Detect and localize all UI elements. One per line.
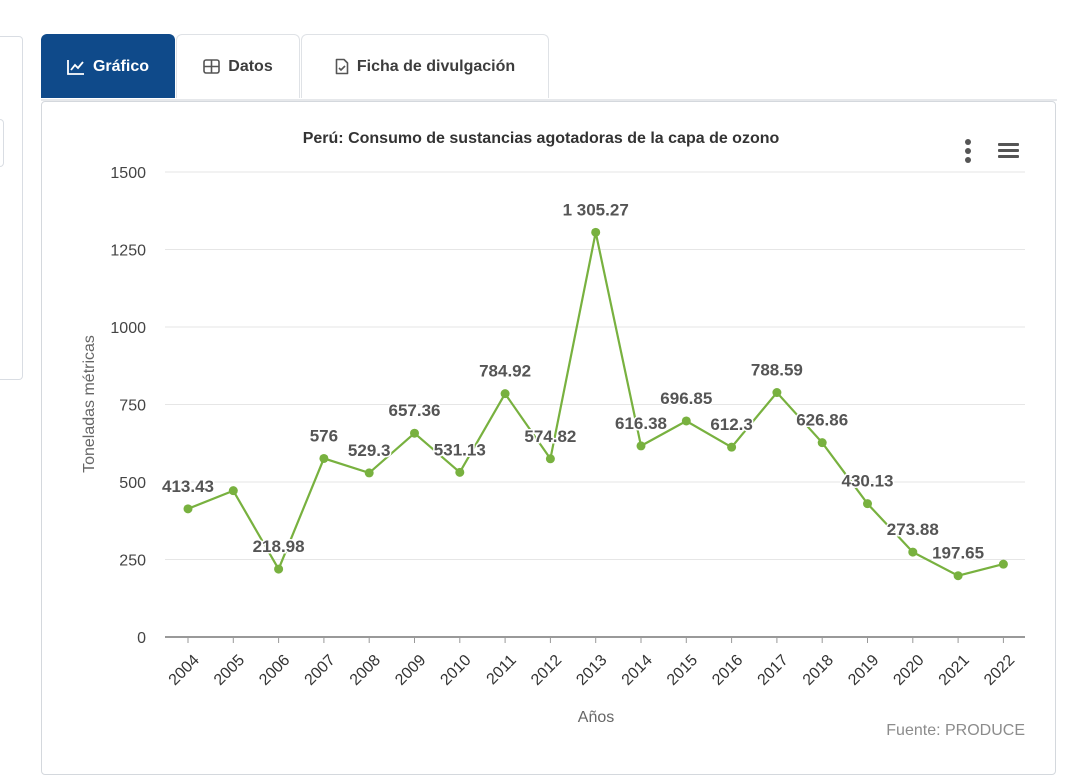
- data-label: 1 305.27: [563, 200, 629, 219]
- data-point[interactable]: [591, 227, 601, 237]
- x-tick-label: 2010: [437, 652, 474, 689]
- x-tick-label: 2017: [755, 652, 792, 689]
- data-point[interactable]: [410, 428, 419, 438]
- data-point[interactable]: [863, 499, 872, 509]
- tab-datos[interactable]: Datos: [176, 34, 300, 98]
- data-point[interactable]: [274, 564, 284, 574]
- data-point[interactable]: [545, 454, 555, 464]
- vertical-dots-icon[interactable]: [958, 138, 978, 164]
- x-tick-label: 2011: [484, 652, 520, 688]
- tab-ficha-label: Ficha de divulgación: [356, 57, 516, 75]
- data-label: 657.36: [389, 401, 441, 420]
- data-label: 197.65: [932, 544, 984, 563]
- data-label: 626.86: [796, 411, 848, 430]
- data-point[interactable]: [908, 547, 918, 557]
- data-point[interactable]: [953, 571, 963, 581]
- y-tick-label: 500: [119, 475, 146, 492]
- data-label: 616.38: [615, 414, 667, 433]
- data-label: 784.92: [479, 362, 531, 381]
- data-label: 612.3: [710, 415, 753, 434]
- data-point[interactable]: [636, 441, 646, 451]
- x-tick-label: 2022: [981, 652, 1018, 689]
- x-tick-label: 2015: [664, 652, 701, 689]
- data-point[interactable]: [364, 468, 374, 478]
- x-tick-label: 2018: [800, 652, 837, 689]
- data-point[interactable]: [500, 389, 510, 399]
- data-label: 430.13: [842, 472, 894, 491]
- chart-card: [41, 101, 1056, 775]
- x-tick-label: 2007: [302, 652, 339, 689]
- data-label: 531.13: [434, 440, 486, 459]
- x-tick-label: 2009: [392, 652, 429, 689]
- table-icon: [203, 59, 221, 74]
- tab-datos-label: Datos: [228, 57, 273, 75]
- data-point[interactable]: [681, 416, 691, 426]
- data-point[interactable]: [455, 467, 465, 477]
- data-point[interactable]: [772, 388, 782, 398]
- data-point[interactable]: [727, 442, 737, 452]
- y-tick-label: 0: [137, 630, 146, 647]
- data-point[interactable]: [319, 453, 329, 463]
- data-label: 529.3: [348, 441, 391, 460]
- line-chart-icon: [67, 59, 85, 75]
- tabs-divider: [41, 99, 1057, 101]
- x-tick-label: 2019: [845, 652, 882, 689]
- hamburger-menu-icon[interactable]: [996, 140, 1022, 160]
- side-panel: [0, 36, 23, 380]
- data-point[interactable]: [183, 504, 193, 514]
- y-tick-label: 1250: [110, 243, 146, 260]
- data-label: 696.85: [660, 389, 712, 408]
- data-label: 576: [310, 426, 338, 445]
- data-label: 788.59: [751, 361, 803, 380]
- data-point[interactable]: [817, 438, 827, 448]
- data-point[interactable]: [228, 486, 238, 496]
- x-tick-label: 2004: [166, 652, 203, 689]
- x-tick-label: 2008: [347, 652, 384, 689]
- source-credit[interactable]: Fuente: PRODUCE: [886, 722, 1025, 739]
- x-tick-label: 2021: [936, 652, 973, 689]
- x-tick-label: 2005: [211, 652, 248, 689]
- data-label: 273.88: [887, 520, 939, 539]
- x-tick-label: 2006: [256, 652, 293, 689]
- data-label: 218.98: [253, 537, 305, 556]
- x-tick-label: 2016: [709, 652, 746, 689]
- y-tick-label: 250: [119, 553, 146, 570]
- y-axis-label: Toneladas métricas: [81, 335, 98, 473]
- y-tick-label: 750: [119, 398, 146, 415]
- tab-grafico-label: Gráfico: [92, 57, 149, 75]
- x-tick-label: 2020: [890, 652, 927, 689]
- tab-ficha[interactable]: Ficha de divulgación: [301, 34, 549, 98]
- tab-grafico[interactable]: Gráfico: [41, 34, 175, 98]
- x-tick-label: 2012: [528, 652, 565, 689]
- x-tick-label: 2014: [619, 652, 656, 689]
- y-tick-label: 1500: [110, 165, 146, 182]
- x-tick-label: 2013: [573, 652, 610, 689]
- chart-title: Perú: Consumo de sustancias agotadoras d…: [302, 130, 780, 147]
- y-tick-label: 1000: [110, 320, 146, 337]
- document-check-icon: [335, 58, 349, 75]
- data-point[interactable]: [998, 559, 1008, 569]
- data-label: 413.43: [162, 477, 214, 496]
- x-axis-label: Años: [578, 709, 614, 726]
- data-label: 574.82: [524, 427, 576, 446]
- tab-bar: Gráfico Datos Ficha de divulgación: [41, 34, 550, 100]
